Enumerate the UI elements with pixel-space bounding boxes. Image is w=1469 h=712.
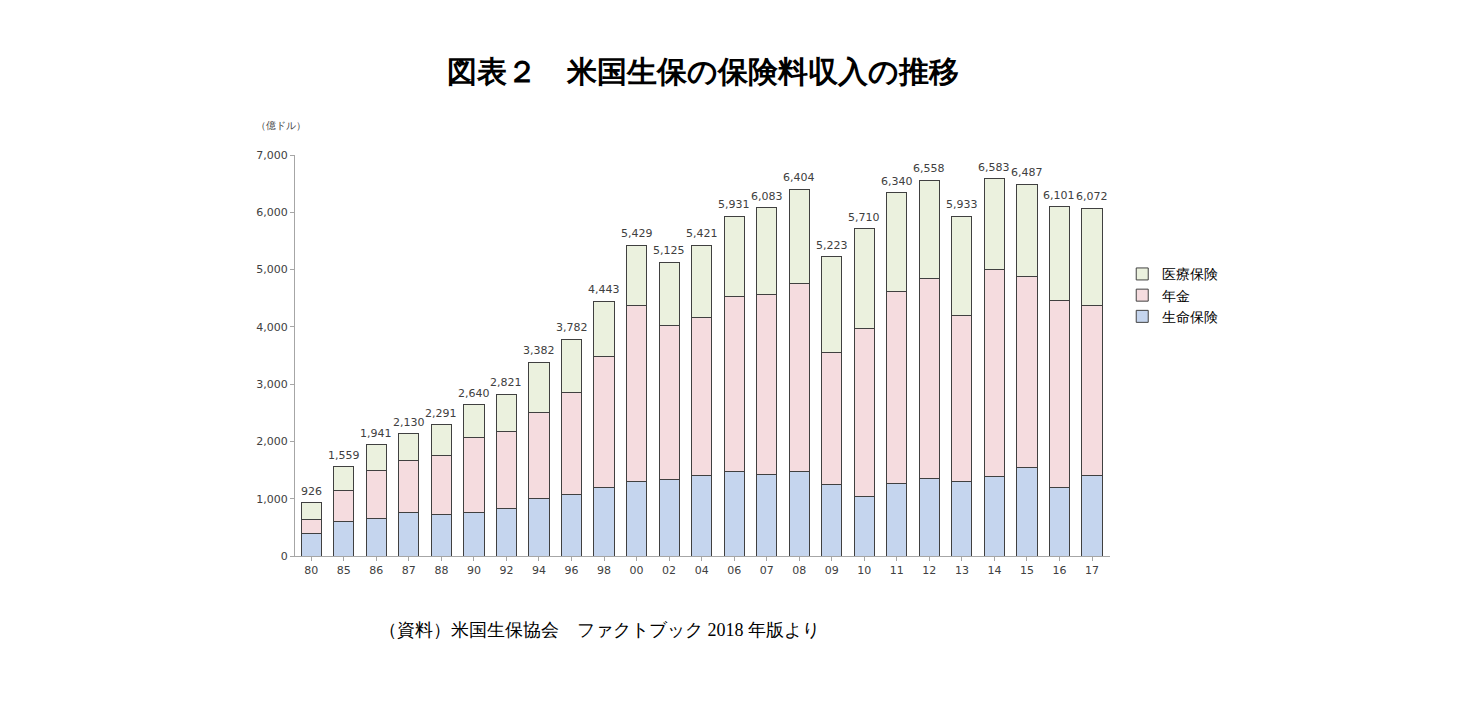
svg-text:14: 14 — [987, 564, 1001, 577]
svg-text:図表２ 米国生保の保険料収入の推移: 図表２ 米国生保の保険料収入の推移 — [447, 54, 959, 89]
svg-text:06: 06 — [727, 564, 741, 577]
svg-text:3,782: 3,782 — [556, 321, 588, 334]
svg-text:10: 10 — [857, 564, 871, 577]
svg-text:96: 96 — [565, 564, 579, 577]
svg-text:1,559: 1,559 — [328, 449, 360, 462]
svg-text:生命保険: 生命保険 — [1162, 309, 1218, 325]
svg-text:（億ドル）: （億ドル） — [256, 120, 306, 131]
svg-text:12: 12 — [922, 564, 936, 577]
svg-text:5,710: 5,710 — [848, 211, 880, 224]
svg-text:98: 98 — [597, 564, 611, 577]
svg-text:16: 16 — [1052, 564, 1066, 577]
svg-text:6,583: 6,583 — [978, 161, 1010, 174]
svg-text:88: 88 — [434, 564, 448, 577]
svg-text:02: 02 — [662, 564, 676, 577]
svg-text:2,821: 2,821 — [490, 376, 522, 389]
svg-text:09: 09 — [825, 564, 839, 577]
svg-text:5,223: 5,223 — [816, 239, 848, 252]
svg-text:13: 13 — [955, 564, 969, 577]
svg-text:2,000: 2,000 — [256, 435, 288, 448]
svg-text:86: 86 — [369, 564, 383, 577]
svg-text:6,404: 6,404 — [783, 171, 815, 184]
svg-text:7,000: 7,000 — [256, 149, 288, 162]
svg-text:（資料）米国生保協会 ファクトブック 2018 年版より: （資料）米国生保協会 ファクトブック 2018 年版より — [379, 620, 820, 640]
svg-text:1,000: 1,000 — [256, 493, 288, 506]
svg-text:5,429: 5,429 — [621, 227, 653, 240]
svg-text:17: 17 — [1085, 564, 1099, 577]
svg-text:医療保険: 医療保険 — [1162, 266, 1218, 282]
svg-text:6,083: 6,083 — [751, 190, 783, 203]
svg-text:90: 90 — [467, 564, 481, 577]
svg-text:08: 08 — [792, 564, 806, 577]
svg-text:07: 07 — [760, 564, 774, 577]
svg-text:5,931: 5,931 — [718, 198, 750, 211]
svg-text:3,382: 3,382 — [523, 344, 555, 357]
svg-text:5,933: 5,933 — [946, 198, 978, 211]
svg-text:04: 04 — [695, 564, 709, 577]
svg-text:5,125: 5,125 — [653, 244, 685, 257]
svg-text:6,072: 6,072 — [1076, 190, 1108, 203]
svg-text:85: 85 — [337, 564, 351, 577]
svg-text:92: 92 — [499, 564, 513, 577]
svg-text:4,443: 4,443 — [588, 283, 620, 296]
svg-text:6,340: 6,340 — [881, 175, 913, 188]
svg-text:2,130: 2,130 — [393, 416, 425, 429]
svg-text:00: 00 — [630, 564, 644, 577]
svg-text:0: 0 — [281, 550, 288, 563]
svg-text:1,941: 1,941 — [360, 427, 392, 440]
svg-text:年金: 年金 — [1162, 288, 1190, 304]
svg-text:6,558: 6,558 — [913, 162, 945, 175]
svg-text:4,000: 4,000 — [256, 321, 288, 334]
svg-text:2,640: 2,640 — [458, 387, 490, 400]
svg-text:6,101: 6,101 — [1043, 189, 1075, 202]
svg-text:3,000: 3,000 — [256, 378, 288, 391]
svg-text:15: 15 — [1020, 564, 1034, 577]
svg-text:926: 926 — [301, 485, 322, 498]
svg-text:11: 11 — [890, 564, 904, 577]
svg-text:5,000: 5,000 — [256, 263, 288, 276]
svg-text:6,000: 6,000 — [256, 206, 288, 219]
svg-text:5,421: 5,421 — [686, 227, 718, 240]
svg-text:80: 80 — [304, 564, 318, 577]
svg-text:87: 87 — [402, 564, 416, 577]
svg-text:94: 94 — [532, 564, 546, 577]
svg-text:6,487: 6,487 — [1011, 166, 1043, 179]
svg-text:2,291: 2,291 — [425, 407, 457, 420]
